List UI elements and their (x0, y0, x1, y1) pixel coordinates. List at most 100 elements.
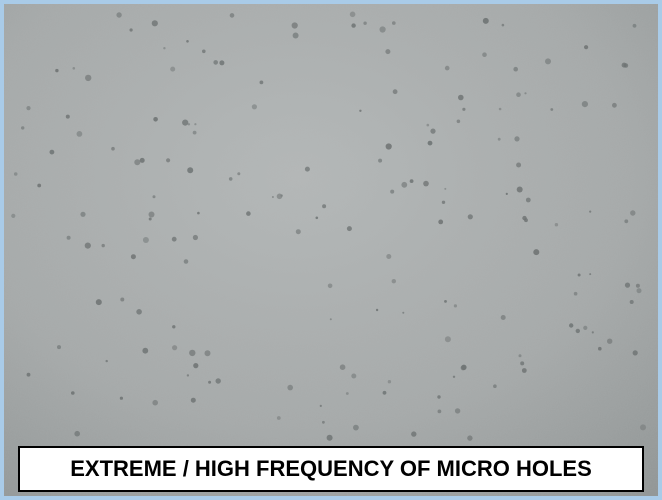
hole (462, 107, 466, 111)
hole (193, 363, 199, 369)
hole (533, 249, 540, 256)
hole (229, 13, 235, 18)
hole (85, 74, 92, 82)
hole (363, 21, 367, 25)
hole (11, 213, 16, 218)
hole (636, 288, 642, 294)
hole (635, 283, 640, 288)
hole (194, 123, 197, 126)
hole (21, 126, 25, 130)
hole (454, 408, 461, 414)
hole (482, 52, 487, 57)
hole (76, 131, 83, 137)
hole (345, 392, 349, 395)
hole (351, 373, 357, 379)
hole (525, 197, 531, 203)
hole (292, 32, 299, 39)
hole (271, 196, 274, 198)
hole (276, 416, 281, 420)
hole (171, 236, 177, 242)
hole (524, 218, 528, 223)
hole (444, 65, 450, 71)
hole (186, 374, 190, 377)
hole (80, 211, 86, 217)
hole (37, 183, 42, 188)
hole (213, 60, 218, 65)
hole (215, 378, 221, 384)
hole (349, 11, 356, 18)
hole (322, 204, 327, 209)
hole (152, 195, 156, 199)
hole (554, 223, 559, 227)
hole (438, 219, 444, 225)
hole (136, 309, 142, 315)
hole (391, 279, 396, 284)
hole (461, 364, 467, 370)
hole (280, 194, 283, 197)
hole (456, 119, 461, 124)
hole (72, 67, 76, 70)
hole (71, 391, 75, 395)
hole (319, 404, 322, 407)
hole (514, 136, 520, 142)
hole (444, 300, 447, 303)
hole (575, 328, 580, 334)
hole (402, 311, 405, 314)
hole (95, 299, 102, 306)
hole (152, 399, 158, 406)
hole (577, 273, 581, 277)
hole (378, 158, 383, 163)
hole (598, 346, 602, 351)
hole (632, 350, 638, 356)
hole (516, 92, 521, 97)
hole (172, 325, 176, 329)
hole (498, 107, 502, 111)
hole (500, 315, 506, 320)
hole (392, 21, 396, 25)
hole (513, 66, 518, 72)
hole (524, 92, 527, 95)
hole (151, 20, 158, 27)
hole (359, 109, 362, 113)
hole (382, 390, 387, 395)
hole (583, 325, 588, 330)
hole (208, 380, 212, 384)
hole (182, 119, 189, 126)
hole (329, 318, 332, 321)
hole (197, 211, 200, 215)
hole (629, 300, 634, 304)
hole (573, 291, 578, 296)
hole (119, 396, 123, 400)
hole (607, 338, 613, 344)
hole (467, 214, 473, 220)
hole (163, 47, 166, 50)
hole (166, 158, 171, 163)
hole (142, 347, 149, 354)
hole (291, 22, 298, 29)
hole (189, 349, 196, 357)
hole (351, 23, 356, 28)
hole (346, 226, 352, 232)
hole (452, 375, 456, 378)
hole (581, 101, 589, 108)
hole (444, 187, 447, 190)
hole (219, 60, 225, 66)
hole (375, 308, 379, 312)
hole (550, 108, 554, 111)
hole (387, 380, 392, 384)
hole (251, 104, 257, 110)
hole (501, 23, 505, 27)
hole (569, 323, 574, 328)
hole (584, 45, 589, 50)
hole (26, 106, 31, 111)
hole (518, 354, 522, 358)
hole (192, 234, 198, 241)
hole (516, 186, 523, 193)
hole (353, 424, 359, 431)
hole (612, 102, 617, 108)
hole (187, 123, 191, 126)
hole (130, 254, 136, 260)
hole (142, 237, 149, 243)
hole (295, 229, 301, 235)
hole (493, 384, 497, 389)
